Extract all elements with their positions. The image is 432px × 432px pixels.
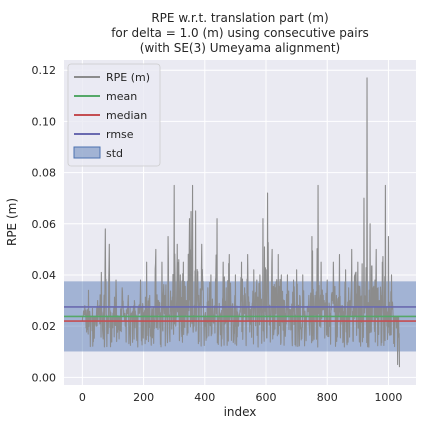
y-tick-label: 0.00 xyxy=(32,371,57,384)
x-tick-label: 600 xyxy=(256,391,277,404)
chart-title-line-3: (with SE(3) Umeyama alignment) xyxy=(140,41,340,55)
x-tick-label: 0 xyxy=(79,391,86,404)
legend-label: mean xyxy=(106,90,137,103)
legend-label: std xyxy=(106,147,123,160)
y-tick-label: 0.02 xyxy=(32,320,57,333)
y-axis-label: RPE (m) xyxy=(5,198,19,246)
x-axis-label: index xyxy=(224,405,257,419)
y-tick-labels: 0.00 0.02 0.04 0.06 0.08 0.10 0.12 xyxy=(32,64,57,384)
y-tick-label: 0.10 xyxy=(32,115,57,128)
x-tick-label: 400 xyxy=(194,391,215,404)
legend: RPE (m) mean median rmse std xyxy=(67,63,161,167)
legend-label: RPE (m) xyxy=(106,71,150,84)
legend-frame xyxy=(67,63,161,167)
stats-lines xyxy=(64,306,416,322)
legend-label: median xyxy=(106,109,147,122)
x-tick-label: 800 xyxy=(317,391,338,404)
chart-title-line-1: RPE w.r.t. translation part (m) xyxy=(151,11,328,25)
y-tick-label: 0.08 xyxy=(32,167,57,180)
legend-swatch-std xyxy=(73,146,101,159)
y-tick-label: 0.12 xyxy=(32,64,57,77)
chart-title-line-2: for delta = 1.0 (m) using consecutive pa… xyxy=(111,26,369,40)
y-tick-label: 0.06 xyxy=(32,218,57,231)
chart-title: RPE w.r.t. translation part (m) for delt… xyxy=(111,11,369,55)
x-tick-label: 1000 xyxy=(374,391,402,404)
y-tick-label: 0.04 xyxy=(32,269,57,282)
x-tick-labels: 0 200 400 600 800 1000 xyxy=(79,391,403,404)
legend-label: rmse xyxy=(106,128,134,141)
x-tick-label: 200 xyxy=(133,391,154,404)
